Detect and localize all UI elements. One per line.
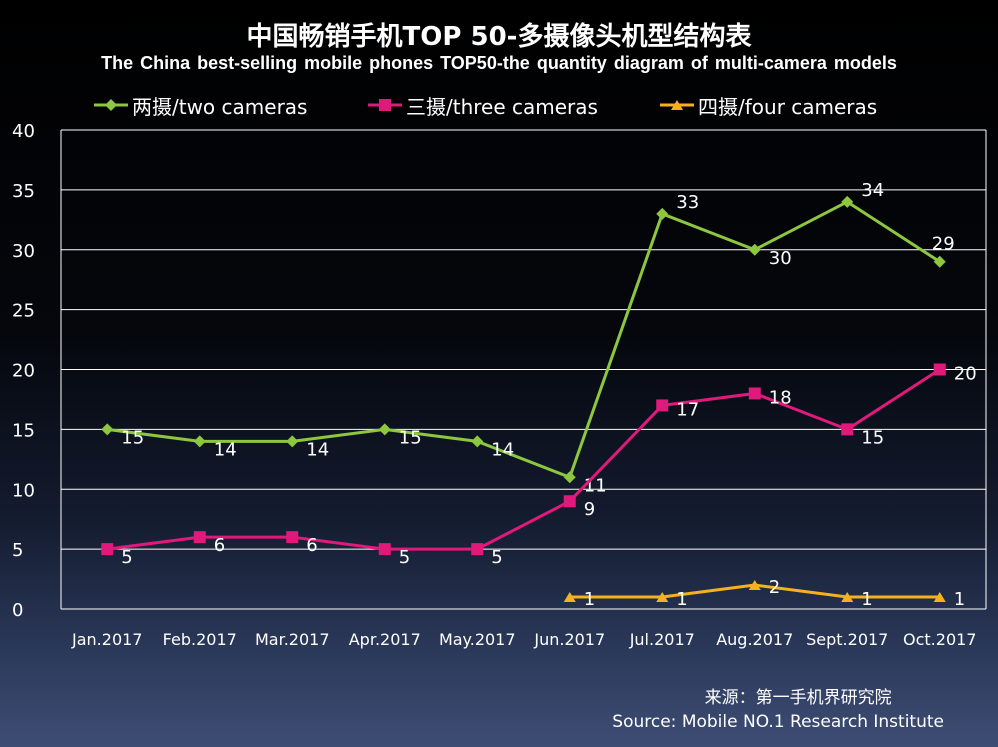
- data-label-s0-6: 33: [676, 192, 699, 213]
- data-label-s0-0: 15: [121, 427, 144, 448]
- chart-legend: 两摄/two cameras 三摄/three cameras 四摄/four …: [0, 92, 998, 119]
- data-point-s2-8: [841, 592, 854, 603]
- x-tick-label-1: Feb.2017: [163, 630, 237, 649]
- data-point-s1-3: [378, 543, 391, 556]
- data-point-s0-8: [841, 195, 854, 208]
- data-label-s2-7: 2: [769, 577, 780, 598]
- data-label-s0-7: 30: [769, 248, 792, 269]
- legend-marker-triangle-icon: [660, 100, 694, 110]
- chart-title: 中国畅销手机TOP 50-多摄像头机型结构表: [246, 22, 752, 52]
- y-tick-label-0: 0: [12, 600, 23, 621]
- y-tick-label-20: 20: [12, 361, 35, 382]
- legend-label-four-cameras: 四摄/four cameras: [698, 94, 878, 119]
- data-label-s0-1: 14: [214, 439, 237, 460]
- data-label-s1-7: 18: [769, 387, 792, 408]
- data-label-s1-3: 5: [399, 547, 410, 568]
- data-point-s0-6: [656, 207, 669, 220]
- data-label-s1-2: 6: [306, 535, 317, 556]
- data-label-s1-0: 5: [121, 547, 132, 568]
- data-point-s1-5: [563, 495, 576, 508]
- data-label-s1-1: 6: [214, 535, 225, 556]
- legend-item-three-cameras: 三摄/three cameras: [368, 92, 598, 119]
- legend-label-three-cameras: 三摄/three cameras: [406, 94, 598, 119]
- y-tick-label-25: 25: [12, 301, 35, 322]
- x-tick-label-7: Aug.2017: [716, 630, 793, 649]
- data-label-s0-5: 11: [584, 475, 607, 496]
- data-point-s2-9: [933, 592, 946, 603]
- data-label-s0-9: 29: [932, 234, 955, 255]
- data-point-s0-7: [748, 243, 761, 256]
- data-point-s0-5: [563, 471, 576, 484]
- data-label-s0-8: 34: [861, 180, 884, 201]
- x-tick-label-5: Jun.2017: [533, 630, 605, 649]
- data-label-s2-5: 1: [584, 589, 595, 610]
- x-tick-label-6: Jul.2017: [629, 630, 695, 649]
- data-point-s1-1: [193, 531, 206, 544]
- data-point-s0-2: [286, 435, 299, 448]
- data-label-s2-6: 1: [676, 589, 687, 610]
- legend-marker-diamond-icon: [94, 99, 128, 111]
- series-line-1: [107, 368, 941, 551]
- data-label-s1-6: 17: [676, 399, 699, 420]
- data-point-s1-8: [841, 423, 854, 436]
- data-point-s2-5: [563, 592, 576, 603]
- data-label-s1-8: 15: [861, 427, 884, 448]
- data-point-s0-3: [378, 423, 391, 436]
- data-point-s0-9: [933, 255, 946, 268]
- source-en: Source: Mobile NO.1 Research Institute: [612, 712, 944, 732]
- data-point-s2-7: [748, 580, 761, 591]
- data-label-s2-8: 1: [861, 589, 872, 610]
- legend-label-two-cameras: 两摄/two cameras: [132, 94, 308, 119]
- data-point-s1-0: [101, 543, 114, 556]
- data-point-s2-6: [656, 592, 669, 603]
- y-tick-label-30: 30: [12, 241, 35, 262]
- data-label-s1-9: 20: [954, 364, 977, 385]
- x-tick-label-9: Oct.2017: [903, 630, 976, 649]
- x-tick-label-4: May.2017: [439, 630, 516, 649]
- source-zh: 来源：第一手机界研究院: [704, 688, 892, 708]
- y-tick-label-5: 5: [12, 540, 23, 561]
- x-tick-label-0: Jan.2017: [71, 630, 142, 649]
- legend-marker-square-icon: [368, 99, 402, 111]
- series-line-0: [107, 200, 941, 480]
- data-point-s1-7: [748, 387, 761, 400]
- data-label-s0-4: 14: [491, 439, 514, 460]
- chart-subtitle: The China best-selling mobile phones TOP…: [101, 53, 897, 73]
- x-tick-label-8: Sept.2017: [806, 630, 888, 649]
- y-tick-label-40: 40: [12, 121, 35, 142]
- data-label-s0-2: 14: [306, 439, 329, 460]
- x-tick-label-2: Mar.2017: [255, 630, 330, 649]
- data-point-s1-9: [933, 363, 946, 376]
- legend-item-two-cameras: 两摄/two cameras: [94, 92, 308, 119]
- data-label-s1-5: 9: [584, 499, 595, 520]
- data-point-s1-6: [656, 399, 669, 412]
- y-tick-label-10: 10: [12, 480, 35, 501]
- data-point-s0-1: [193, 435, 206, 448]
- data-point-s1-2: [286, 531, 299, 544]
- source-note: 来源：第一手机界研究院 Source: Mobile NO.1 Research…: [612, 686, 944, 734]
- x-tick-label-3: Apr.2017: [349, 630, 421, 649]
- y-tick-label-15: 15: [12, 420, 35, 441]
- data-point-s0-4: [471, 435, 484, 448]
- data-label-s1-4: 5: [491, 547, 502, 568]
- data-label-s0-3: 15: [399, 427, 422, 448]
- legend-item-four-cameras: 四摄/four cameras: [660, 92, 878, 119]
- data-point-s1-4: [471, 543, 484, 556]
- data-point-s0-0: [101, 423, 114, 436]
- data-label-s2-9: 1: [954, 589, 965, 610]
- y-tick-label-35: 35: [12, 181, 35, 202]
